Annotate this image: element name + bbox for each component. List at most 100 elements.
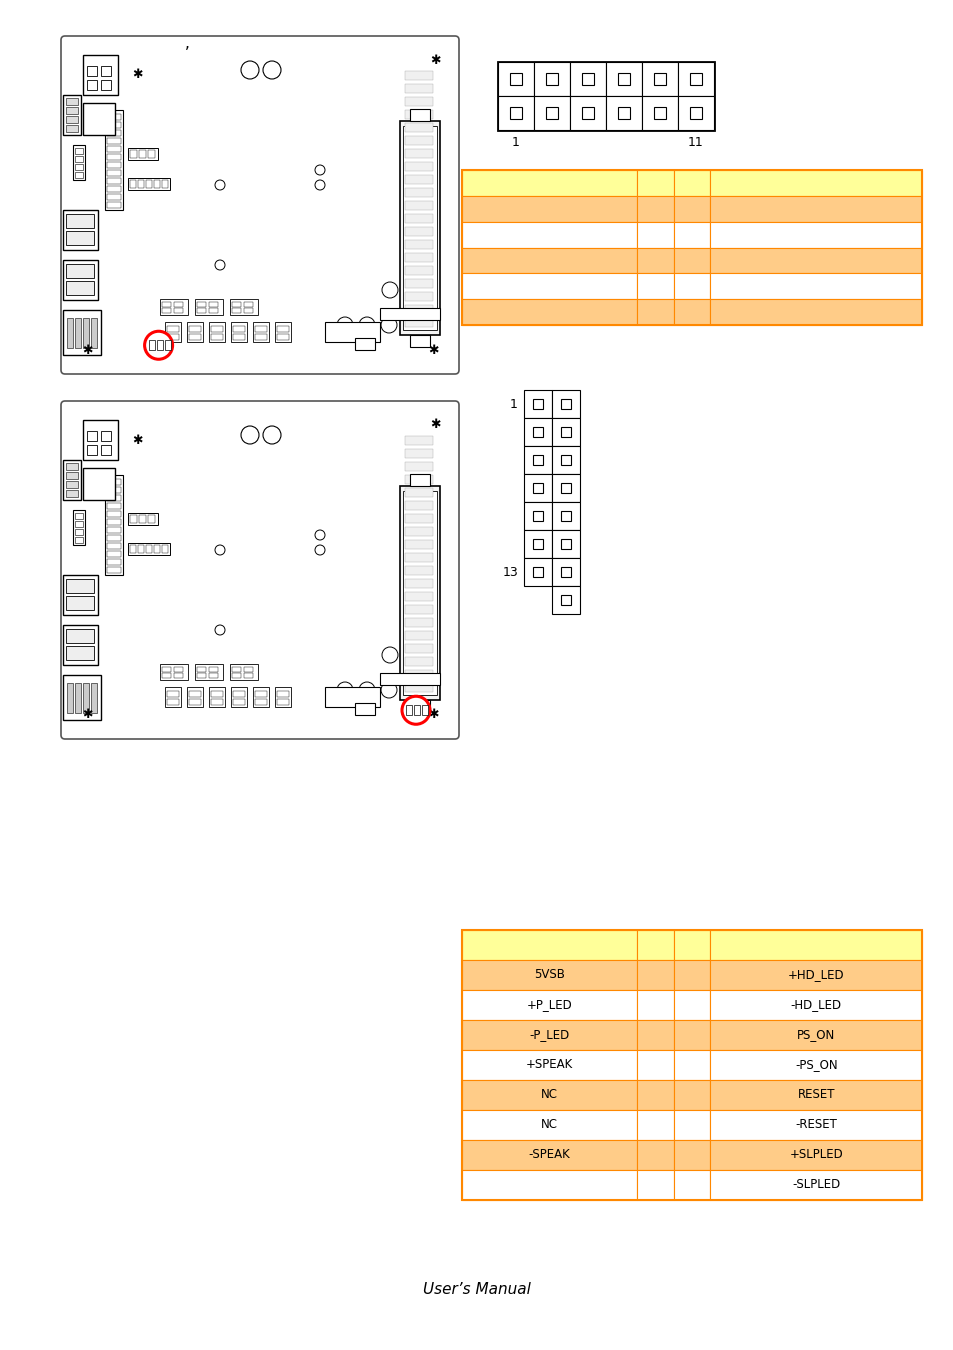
Bar <box>107 512 121 517</box>
Bar <box>67 683 73 713</box>
Bar <box>130 150 137 158</box>
Bar <box>569 62 605 96</box>
Bar <box>274 323 291 342</box>
Bar <box>534 96 569 130</box>
Bar <box>107 170 121 176</box>
Bar <box>107 543 121 549</box>
Bar <box>75 148 83 154</box>
Text: User’s Manual: User’s Manual <box>422 1282 531 1297</box>
Bar <box>637 196 673 221</box>
Bar <box>107 479 121 485</box>
Bar <box>461 1021 637 1050</box>
Bar <box>405 540 433 549</box>
Bar <box>637 930 673 960</box>
Bar <box>673 196 710 221</box>
Text: -SLPLED: -SLPLED <box>791 1179 840 1192</box>
Bar <box>107 526 121 533</box>
Bar <box>107 178 121 184</box>
Bar <box>146 180 152 188</box>
Text: 11: 11 <box>687 136 703 148</box>
Bar <box>230 298 257 315</box>
Bar <box>653 73 666 85</box>
Circle shape <box>241 61 258 80</box>
Bar <box>233 699 245 705</box>
Bar <box>399 122 439 335</box>
Bar <box>107 559 121 566</box>
Bar <box>196 674 206 678</box>
Bar <box>107 567 121 572</box>
Bar <box>461 1170 637 1200</box>
Bar <box>710 930 921 960</box>
Bar <box>244 302 253 306</box>
Bar <box>66 472 78 479</box>
Text: 5VSB: 5VSB <box>534 968 564 981</box>
Circle shape <box>263 427 281 444</box>
Bar <box>75 157 83 162</box>
Text: +HD_LED: +HD_LED <box>787 968 843 981</box>
Bar <box>710 1021 921 1050</box>
Bar <box>231 687 247 707</box>
Bar <box>710 1139 921 1170</box>
Bar <box>139 150 146 158</box>
Text: +P_LED: +P_LED <box>526 999 572 1011</box>
Bar <box>405 462 433 471</box>
Bar <box>637 1139 673 1170</box>
Bar <box>552 390 579 418</box>
Bar <box>461 247 637 273</box>
Bar <box>156 340 162 350</box>
Bar <box>509 107 522 119</box>
Bar <box>710 221 921 247</box>
Bar <box>107 162 121 167</box>
Bar <box>461 1139 637 1170</box>
Bar <box>552 531 579 558</box>
Bar <box>130 180 136 188</box>
Bar <box>405 605 433 614</box>
Bar <box>405 123 433 132</box>
Bar <box>710 170 921 196</box>
Bar <box>128 543 170 555</box>
Bar <box>710 247 921 273</box>
Bar <box>101 431 111 441</box>
Bar <box>254 333 267 340</box>
Bar <box>405 240 433 248</box>
Bar <box>405 319 433 327</box>
Bar <box>461 1050 637 1080</box>
Bar <box>637 1110 673 1139</box>
Bar <box>107 495 121 501</box>
Bar <box>75 319 81 348</box>
Text: 1: 1 <box>510 397 517 410</box>
Bar <box>107 122 121 128</box>
Bar <box>173 302 183 306</box>
Bar <box>461 930 921 1200</box>
Bar <box>253 687 269 707</box>
Bar <box>107 186 121 192</box>
Bar <box>532 539 543 549</box>
Bar <box>66 579 94 593</box>
Bar <box>196 308 206 313</box>
Bar <box>162 308 171 313</box>
Bar <box>637 221 673 247</box>
Circle shape <box>145 331 172 359</box>
Bar <box>402 491 436 695</box>
Bar <box>461 1110 637 1139</box>
Bar <box>710 990 921 1021</box>
Text: -P_LED: -P_LED <box>529 1029 569 1041</box>
Bar <box>130 545 136 554</box>
Bar <box>710 1080 921 1110</box>
Bar <box>253 323 269 342</box>
Bar <box>402 126 436 329</box>
Bar <box>461 221 637 247</box>
Bar <box>165 687 181 707</box>
Bar <box>276 699 289 705</box>
Bar <box>637 1021 673 1050</box>
Bar <box>673 1170 710 1200</box>
Bar <box>101 66 111 76</box>
Bar <box>673 1110 710 1139</box>
Bar <box>66 116 78 123</box>
Bar <box>63 575 98 616</box>
Bar <box>637 1050 673 1080</box>
Bar <box>560 510 571 521</box>
Bar <box>673 247 710 273</box>
Bar <box>405 162 433 171</box>
Bar <box>162 545 168 554</box>
